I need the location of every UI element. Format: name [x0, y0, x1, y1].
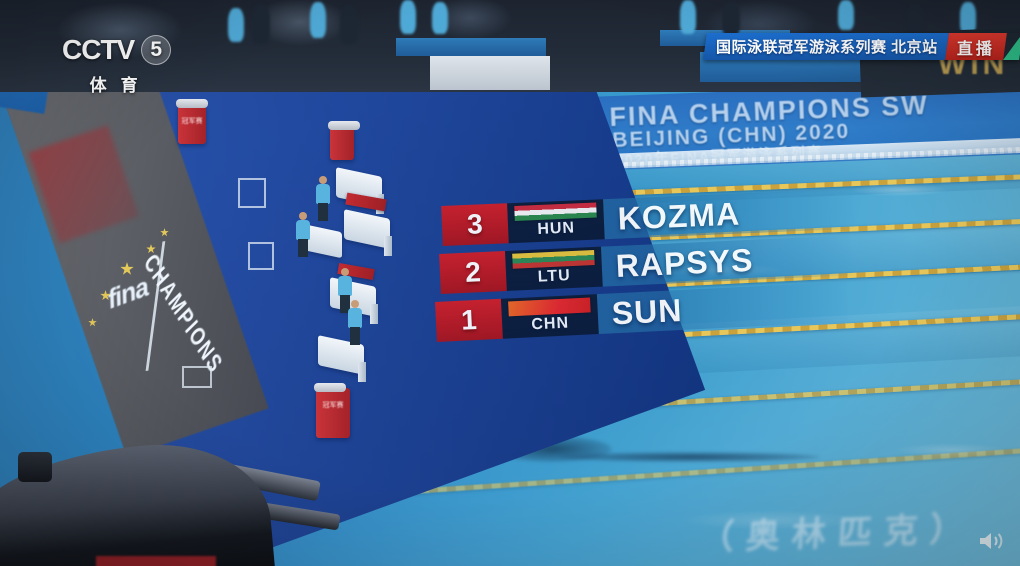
- lane-flag-box: HUN: [507, 199, 605, 244]
- lane-country-code: HUN: [537, 219, 576, 239]
- official-head: [319, 176, 327, 184]
- hungary-flag: [514, 202, 597, 221]
- spectator-2: [252, 4, 270, 44]
- pool-floor-line: [560, 452, 820, 462]
- official-head: [351, 300, 359, 308]
- channel-subtitle: 体育: [89, 76, 152, 95]
- lane-rank: 3: [441, 203, 509, 246]
- official-3: [338, 268, 352, 313]
- event-title-block: 国际泳联冠军游泳系列赛 北京站: [703, 33, 949, 60]
- lane-country-code: LTU: [537, 267, 572, 286]
- deck-bin-1: 冠军赛: [176, 99, 208, 144]
- lane-rank: 2: [439, 251, 507, 294]
- deck-bin-2: [328, 121, 360, 160]
- spectator-6: [432, 2, 448, 34]
- bin-label: 冠军赛: [181, 118, 203, 125]
- lane-flag-box: LTU: [505, 246, 603, 291]
- event-title-bar: 国际泳联冠军游泳系列赛 北京站 直播: [703, 33, 1020, 60]
- live-badge-text: 直播: [956, 40, 995, 58]
- bin-lid: [328, 121, 360, 130]
- china-flag: [508, 297, 591, 317]
- spectator-10: [960, 2, 976, 34]
- lane-rank: 1: [435, 298, 503, 342]
- lithuania-flag: [512, 249, 595, 269]
- official-torso: [316, 184, 330, 204]
- deck-star-2: [100, 290, 111, 301]
- official-torso: [338, 276, 352, 296]
- official-legs: [340, 295, 350, 313]
- official-torso: [348, 308, 362, 328]
- rig-red-accent: [96, 556, 216, 566]
- official-1: [316, 176, 330, 221]
- official-torso: [296, 220, 310, 240]
- lane-flag-box: CHN: [500, 294, 599, 339]
- speaker-volume-icon[interactable]: [978, 530, 1004, 552]
- channel-logo: CCTV 5 体育: [62, 34, 172, 96]
- channel-logo-row: CCTV 5: [62, 34, 172, 66]
- official-legs: [298, 239, 308, 257]
- spectator-9: [838, 0, 854, 30]
- deck-chair-2: [248, 242, 274, 270]
- stand-barrier-2: [396, 38, 546, 56]
- event-title-text: 国际泳联冠军游泳系列赛 北京站: [716, 39, 938, 56]
- official-legs: [318, 203, 328, 221]
- pool-bottom-glyphs: （奥林匹克）: [698, 510, 978, 558]
- bin-label: 冠军赛: [322, 402, 344, 409]
- fina-logo-mark: fina: [107, 269, 149, 316]
- official-legs: [350, 327, 360, 345]
- deck-chair-3: [182, 366, 212, 388]
- spectator-3: [310, 2, 326, 38]
- deck-logo-word: CHAMPIONS: [139, 248, 228, 380]
- channel-number: 5: [141, 35, 172, 65]
- official-4: [348, 300, 362, 345]
- deck-chair-1: [238, 178, 266, 208]
- block-post: [384, 236, 392, 256]
- spectator-8: [722, 2, 740, 36]
- official-head: [341, 268, 349, 276]
- camera-head: [18, 452, 52, 482]
- deck-bin-3: 冠军赛: [314, 383, 350, 438]
- spectator-7: [680, 0, 696, 34]
- block-post: [370, 304, 378, 324]
- official-head: [299, 212, 307, 220]
- deck-star-5: [160, 228, 169, 237]
- spectator-4: [340, 6, 358, 44]
- bin-lid: [314, 383, 346, 392]
- lane-country-code: CHN: [530, 314, 570, 334]
- stand-barrier-1: [430, 56, 550, 90]
- live-badge: 直播: [944, 33, 1007, 60]
- spectator-1: [228, 8, 244, 42]
- green-triangle-icon: [1002, 33, 1020, 60]
- bin-lid: [176, 99, 208, 108]
- channel-name: CCTV: [62, 34, 135, 65]
- block-post: [358, 362, 366, 382]
- spectator-5: [400, 0, 416, 34]
- deck-star-3: [146, 244, 156, 254]
- deck-star-4: [88, 318, 97, 327]
- official-2: [296, 212, 310, 257]
